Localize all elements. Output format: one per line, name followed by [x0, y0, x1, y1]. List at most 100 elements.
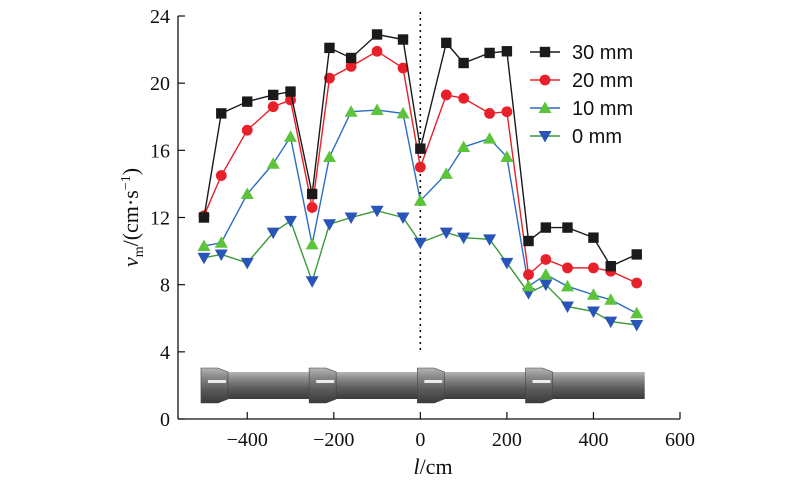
- data-point-triangle-up: [370, 103, 384, 116]
- data-point-square: [588, 232, 599, 243]
- data-point-circle: [523, 269, 534, 280]
- data-point-triangle-up: [586, 288, 600, 300]
- legend-item: 20 mm: [530, 70, 633, 92]
- data-point-triangle-down: [500, 257, 514, 270]
- data-point-square: [484, 47, 495, 59]
- y-tick-label: 12: [150, 208, 170, 230]
- data-point-triangle-down: [538, 131, 552, 143]
- data-point-triangle-up: [396, 106, 410, 119]
- data-point-triangle-down: [630, 319, 644, 332]
- data-point-square: [415, 143, 426, 154]
- pipe-joint: [417, 367, 445, 404]
- y-tick-label: 0: [160, 409, 170, 431]
- data-point-triangle-up: [560, 279, 574, 292]
- data-point-square: [198, 212, 210, 223]
- data-point-triangle-down: [305, 276, 319, 288]
- data-point-circle: [631, 277, 643, 289]
- y-axis-label-unit: /(cm·s: [118, 190, 143, 246]
- pipe-joint: [200, 367, 229, 404]
- pipe-joint: [308, 367, 337, 404]
- legend-label: 0 mm: [572, 126, 622, 148]
- y-tick-label: 8: [160, 275, 170, 297]
- y-tick-label: 24: [150, 6, 170, 28]
- data-point-circle: [267, 101, 279, 113]
- data-point-square: [501, 46, 513, 57]
- data-point-triangle-down: [197, 252, 211, 265]
- data-point-circle: [345, 60, 357, 72]
- data-point-square: [306, 188, 318, 200]
- data-point-triangle-down: [604, 316, 618, 329]
- x-axis-label: l/cm: [413, 454, 452, 479]
- axes: 0 4 8 12 16 20 24 −400 −200 0 200 400 600 l/cm vm/(cm·…: [118, 6, 695, 479]
- data-point-triangle-up: [538, 101, 552, 113]
- data-point-circle: [539, 74, 551, 86]
- data-point-triangle-down: [214, 249, 228, 261]
- y-axis-label-close: ): [118, 168, 143, 175]
- data-point-circle: [588, 262, 599, 274]
- data-point-triangle-up: [413, 194, 427, 206]
- data-point-triangle-up: [539, 268, 553, 280]
- data-point-triangle-up: [500, 150, 514, 163]
- legend: 30 mm 20 mm 10 mm 0 mm: [530, 42, 633, 148]
- data-point-triangle-down: [266, 227, 280, 240]
- data-point-square: [540, 222, 552, 233]
- data-point-circle: [414, 161, 426, 173]
- legend-label: 30 mm: [572, 42, 633, 64]
- pipe-highlight: [532, 380, 551, 383]
- pipe-highlight: [207, 380, 226, 383]
- data-point-triangle-up: [240, 187, 254, 199]
- data-point-square: [268, 89, 279, 101]
- data-point-square: [523, 235, 534, 247]
- data-point-square: [441, 37, 452, 49]
- data-point-square: [345, 52, 357, 64]
- y-tick-label: 4: [160, 342, 170, 364]
- data-point-square: [458, 57, 469, 69]
- series-0-mm: [197, 205, 644, 332]
- data-point-triangle-up: [284, 130, 298, 142]
- data-point-triangle-up: [457, 140, 471, 152]
- data-point-triangle-down: [240, 257, 254, 270]
- data-point-triangle-up: [522, 279, 536, 292]
- x-tick-label: −400: [227, 429, 268, 451]
- data-point-triangle-down: [396, 212, 410, 224]
- y-tick-label: 20: [150, 73, 170, 95]
- data-point-triangle-down: [586, 306, 600, 319]
- data-point-circle: [501, 106, 513, 118]
- data-point-square: [371, 29, 383, 40]
- pipe-joint: [525, 367, 553, 404]
- data-point-triangle-down: [344, 212, 358, 224]
- data-point-square: [242, 96, 253, 107]
- data-point-triangle-up: [439, 167, 453, 179]
- data-point-circle: [371, 45, 383, 57]
- data-point-circle: [397, 62, 409, 74]
- legend-item: 30 mm: [530, 42, 633, 64]
- data-point-circle: [484, 107, 495, 119]
- data-point-triangle-down: [483, 234, 497, 246]
- x-tick-label: −200: [313, 429, 354, 451]
- data-point-triangle-up: [344, 105, 358, 117]
- data-point-square: [216, 108, 227, 119]
- data-point-triangle-up: [214, 236, 228, 248]
- x-tick-label: 200: [492, 429, 522, 451]
- legend-label: 20 mm: [572, 70, 633, 92]
- data-point-circle: [215, 170, 227, 181]
- pipe-highlight: [316, 380, 335, 383]
- data-point-triangle-up: [197, 239, 211, 252]
- data-point-circle: [540, 254, 552, 265]
- x-axis-label-unit: /cm: [420, 454, 453, 479]
- pipe-illustration: [200, 367, 645, 404]
- data-point-triangle-up: [483, 132, 497, 144]
- y-tick-label: 16: [150, 140, 170, 162]
- data-point-square: [285, 86, 296, 97]
- series-20-mm: [198, 45, 643, 289]
- series-10-mm: [197, 103, 644, 319]
- y-axis-label-sub: m: [132, 246, 147, 257]
- data-point-square: [539, 46, 551, 58]
- data-point-square: [605, 260, 616, 272]
- data-point-square: [324, 42, 335, 54]
- x-tick-label: 600: [665, 429, 695, 451]
- data-point-triangle-down: [457, 232, 471, 245]
- y-axis-label-var: v: [118, 257, 143, 267]
- y-axis-label: vm/(cm·s−1): [118, 168, 147, 267]
